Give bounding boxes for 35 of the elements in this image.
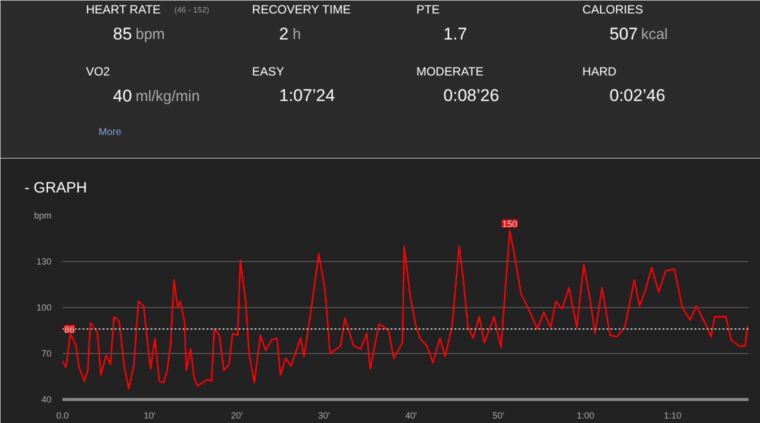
line-series bbox=[62, 230, 748, 390]
x-tick-label: 10' bbox=[144, 410, 156, 420]
y-tick-label: 40 bbox=[41, 394, 52, 404]
ref-line-label: 86 bbox=[64, 324, 75, 334]
category-label: VO2 bbox=[86, 64, 110, 78]
x-tick-label: 1:10 bbox=[664, 410, 682, 420]
category-label: PTE bbox=[416, 2, 440, 16]
text: 1.7 bbox=[443, 24, 468, 44]
text: (46 - 152) bbox=[174, 6, 210, 14]
y-tick-label: 100 bbox=[36, 302, 52, 312]
text: 1:07’24 bbox=[279, 86, 335, 105]
annotation: 150 bbox=[502, 218, 518, 229]
x-tick-label: 0.0 bbox=[56, 410, 69, 420]
x-tick-label: 20' bbox=[230, 410, 243, 420]
chart-title: - GRAPH bbox=[24, 180, 88, 196]
category-label: HARD bbox=[582, 64, 617, 78]
text: 2 h bbox=[279, 24, 302, 44]
x-tick-label: 40' bbox=[405, 410, 418, 420]
x-tick-label: 1:00 bbox=[576, 410, 594, 420]
text: 507 kcal bbox=[609, 24, 668, 44]
text: 85 bpm bbox=[113, 24, 165, 44]
text: 0:02’46 bbox=[609, 86, 666, 105]
x-tick-label: 50' bbox=[492, 410, 504, 420]
category-label: CALORIES bbox=[582, 2, 644, 16]
y-tick-label: 70 bbox=[41, 348, 52, 358]
category-label: HEART RATE bbox=[86, 2, 161, 16]
text: 40 ml/kg/min bbox=[113, 86, 200, 106]
category-label: MODERATE bbox=[416, 64, 484, 78]
y-tick-label: bpm bbox=[34, 210, 52, 220]
x-tick-label: 30' bbox=[318, 410, 330, 420]
category-label: EASY bbox=[252, 64, 284, 78]
text: 0:08’26 bbox=[443, 86, 500, 105]
text: More bbox=[98, 127, 122, 138]
category-label: RECOVERY TIME bbox=[252, 2, 351, 16]
y-tick-label: 130 bbox=[36, 256, 52, 266]
